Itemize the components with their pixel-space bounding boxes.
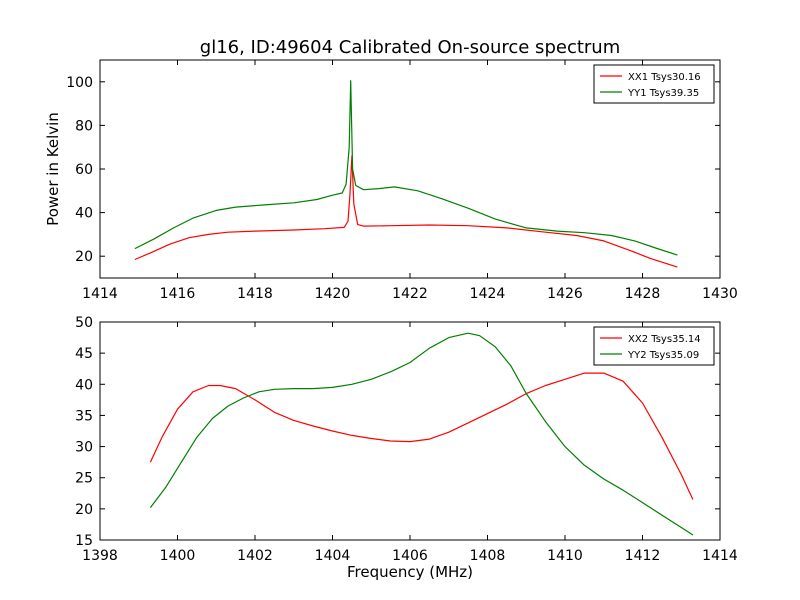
legend-label: XX1 Tsys30.16 xyxy=(628,72,701,83)
y-tick-label: 20 xyxy=(75,249,93,265)
series-line-yy1 xyxy=(134,80,678,256)
x-tick-label: 1418 xyxy=(237,286,273,302)
x-tick-label: 1400 xyxy=(160,548,196,564)
legend-box xyxy=(593,64,715,104)
y-tick-label: 50 xyxy=(75,315,93,331)
y-tick-label: 40 xyxy=(75,377,93,393)
y-axis-label: Power in Kelvin xyxy=(44,112,62,226)
y-tick-label: 45 xyxy=(75,346,93,362)
y-tick-label: 40 xyxy=(75,206,93,222)
x-tick-label: 1412 xyxy=(625,548,661,564)
x-tick-label: 1414 xyxy=(82,286,118,302)
x-tick-label: 1430 xyxy=(702,286,738,302)
legend: XX1 Tsys30.16 YY1 Tsys39.35 xyxy=(593,64,715,104)
plots: 1414 1416 1418 1420 1422 1424 1426 1428 1430 20 40… xyxy=(44,59,738,581)
x-tick-label: 1416 xyxy=(160,286,196,302)
x-tick-label: 1408 xyxy=(470,548,506,564)
x-tick-label: 1410 xyxy=(547,548,583,564)
chart-title: gl16, ID:49604 Calibrated On-source spec… xyxy=(200,37,620,58)
y-tick-label: 35 xyxy=(75,408,93,424)
plot-1: 1414 1416 1418 1420 1422 1424 1426 1428 1430 20 40… xyxy=(44,59,738,302)
legend-box xyxy=(593,326,715,366)
legend-label: XX2 Tsys35.14 xyxy=(628,334,701,345)
legend-label: YY2 Tsys35.09 xyxy=(627,350,699,361)
x-tick-label: 1428 xyxy=(625,286,661,302)
legend-label: YY1 Tsys39.35 xyxy=(627,88,699,99)
y-tick-label: 25 xyxy=(75,471,93,487)
x-tick-label: 1414 xyxy=(702,548,738,564)
y-tick-label: 15 xyxy=(75,533,93,549)
x-tick-label: 1402 xyxy=(237,548,273,564)
series-line-xx2 xyxy=(149,372,694,500)
series-line-yy2 xyxy=(149,332,694,536)
x-tick-label: 1398 xyxy=(82,548,118,564)
y-tick-label: 60 xyxy=(75,162,93,178)
x-tick-label: 1420 xyxy=(315,286,351,302)
y-tick-label: 20 xyxy=(75,502,93,518)
y-tick-label: 80 xyxy=(75,118,93,134)
x-tick-label: 1404 xyxy=(315,548,351,564)
x-axis-label: Frequency (MHz) xyxy=(347,563,473,581)
y-tick-label: 30 xyxy=(75,440,93,456)
legend: XX2 Tsys35.14 YY2 Tsys35.09 xyxy=(593,326,715,366)
plot-2: 1398 1400 1402 1404 1406 1408 1410 1412 1414 15 20… xyxy=(75,315,738,581)
x-tick-label: 1422 xyxy=(392,286,428,302)
x-tick-label: 1406 xyxy=(392,548,428,564)
series-line-xx1 xyxy=(134,155,678,268)
x-tick-label: 1424 xyxy=(470,286,506,302)
y-tick-label: 100 xyxy=(66,75,93,91)
x-tick-label: 1426 xyxy=(547,286,583,302)
